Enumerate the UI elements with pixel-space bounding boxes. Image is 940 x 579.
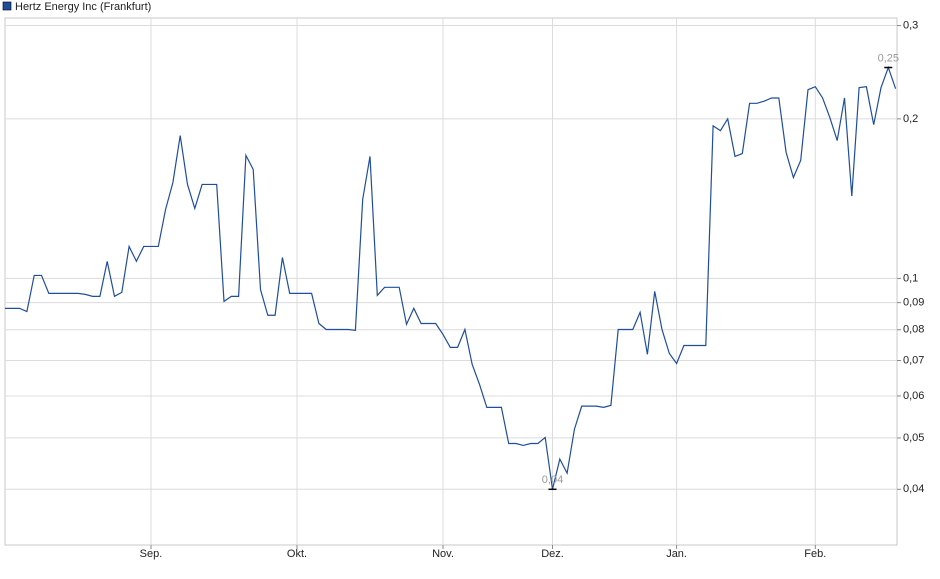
y-tick-label: 0,07: [903, 354, 924, 366]
x-tick-label: Nov.: [432, 548, 454, 560]
x-tick-label: Okt.: [287, 548, 307, 560]
x-tick-label: Jan.: [666, 548, 687, 560]
y-tick-label: 0,09: [903, 297, 924, 309]
x-tick-label: Feb.: [804, 548, 826, 560]
plot-frame: [4, 17, 898, 546]
y-tick-label: 0,05: [903, 432, 924, 444]
y-tick-label: 0,06: [903, 390, 924, 402]
price-line: [5, 65, 897, 490]
y-tick-label: 0,1: [903, 272, 918, 284]
x-tick-label: Sep.: [140, 548, 163, 560]
legend-label: Hertz Energy Inc (Frankfurt): [15, 1, 151, 13]
value-label: 0,25: [878, 52, 899, 64]
y-tick-label: 0,2: [903, 113, 918, 125]
y-tick-label: 0,04: [903, 483, 924, 495]
y-tick-label: 0,08: [903, 324, 924, 336]
value-label: 0,04: [542, 474, 563, 486]
x-tick-label: Dez.: [541, 548, 564, 560]
legend-swatch: [2, 1, 12, 11]
y-tick-label: 0,3: [903, 19, 918, 31]
